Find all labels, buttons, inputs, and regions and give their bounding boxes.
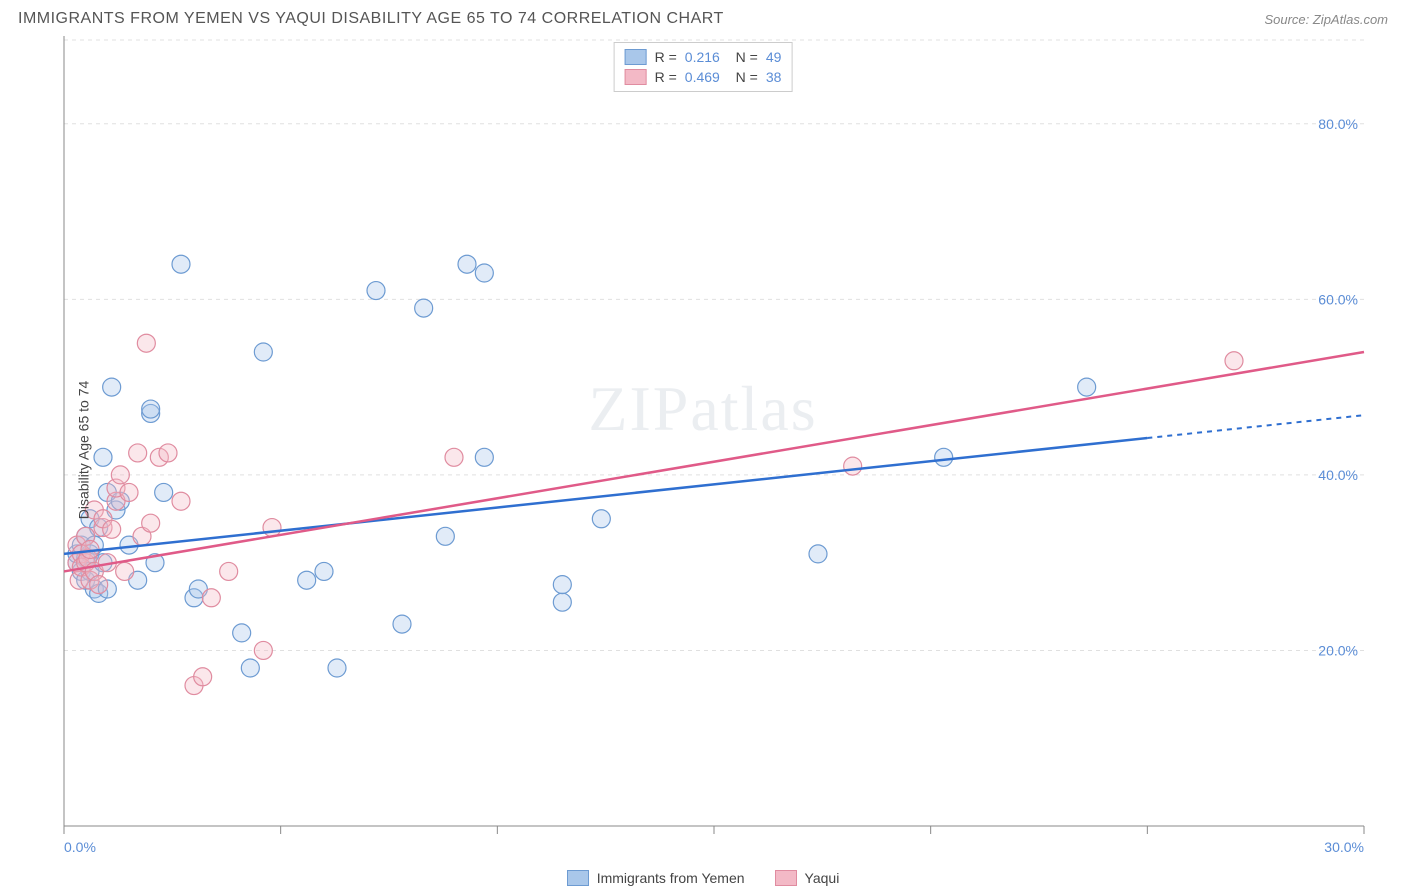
- svg-text:40.0%: 40.0%: [1318, 467, 1358, 483]
- scatter-chart: 20.0% 40.0% 60.0% 80.0% 0.0% 30.0%: [18, 36, 1388, 864]
- legend-stat-row: R = 0.469 N = 38: [625, 67, 782, 87]
- legend-swatch: [625, 69, 647, 85]
- r-label: R =: [655, 49, 677, 65]
- legend-stats: R = 0.216 N = 49 R = 0.469 N = 38: [614, 42, 793, 92]
- legend-swatch: [625, 49, 647, 65]
- legend-series: Immigrants from Yemen Yaqui: [0, 864, 1406, 886]
- r-value: 0.216: [685, 49, 720, 65]
- chart-container: Disability Age 65 to 74 20.0% 40.0% 60.0% 8…: [18, 36, 1388, 864]
- svg-text:30.0%: 30.0%: [1324, 839, 1364, 855]
- legend-label: Immigrants from Yemen: [597, 870, 745, 886]
- n-value: 38: [766, 69, 782, 85]
- legend-item: Yaqui: [775, 870, 840, 886]
- n-label: N =: [728, 49, 758, 65]
- legend-swatch: [567, 870, 589, 886]
- source-label: Source: ZipAtlas.com: [1264, 12, 1388, 27]
- r-value: 0.469: [685, 69, 720, 85]
- legend-stat-row: R = 0.216 N = 49: [625, 47, 782, 67]
- n-value: 49: [766, 49, 782, 65]
- n-label: N =: [728, 69, 758, 85]
- svg-text:80.0%: 80.0%: [1318, 116, 1358, 132]
- r-label: R =: [655, 69, 677, 85]
- legend-item: Immigrants from Yemen: [567, 870, 745, 886]
- y-axis-label: Disability Age 65 to 74: [75, 381, 91, 520]
- chart-title: IMMIGRANTS FROM YEMEN VS YAQUI DISABILIT…: [18, 10, 724, 28]
- svg-text:60.0%: 60.0%: [1318, 291, 1358, 307]
- svg-text:20.0%: 20.0%: [1318, 642, 1358, 658]
- legend-swatch: [775, 870, 797, 886]
- legend-label: Yaqui: [805, 870, 840, 886]
- header: IMMIGRANTS FROM YEMEN VS YAQUI DISABILIT…: [0, 0, 1406, 36]
- svg-text:0.0%: 0.0%: [64, 839, 96, 855]
